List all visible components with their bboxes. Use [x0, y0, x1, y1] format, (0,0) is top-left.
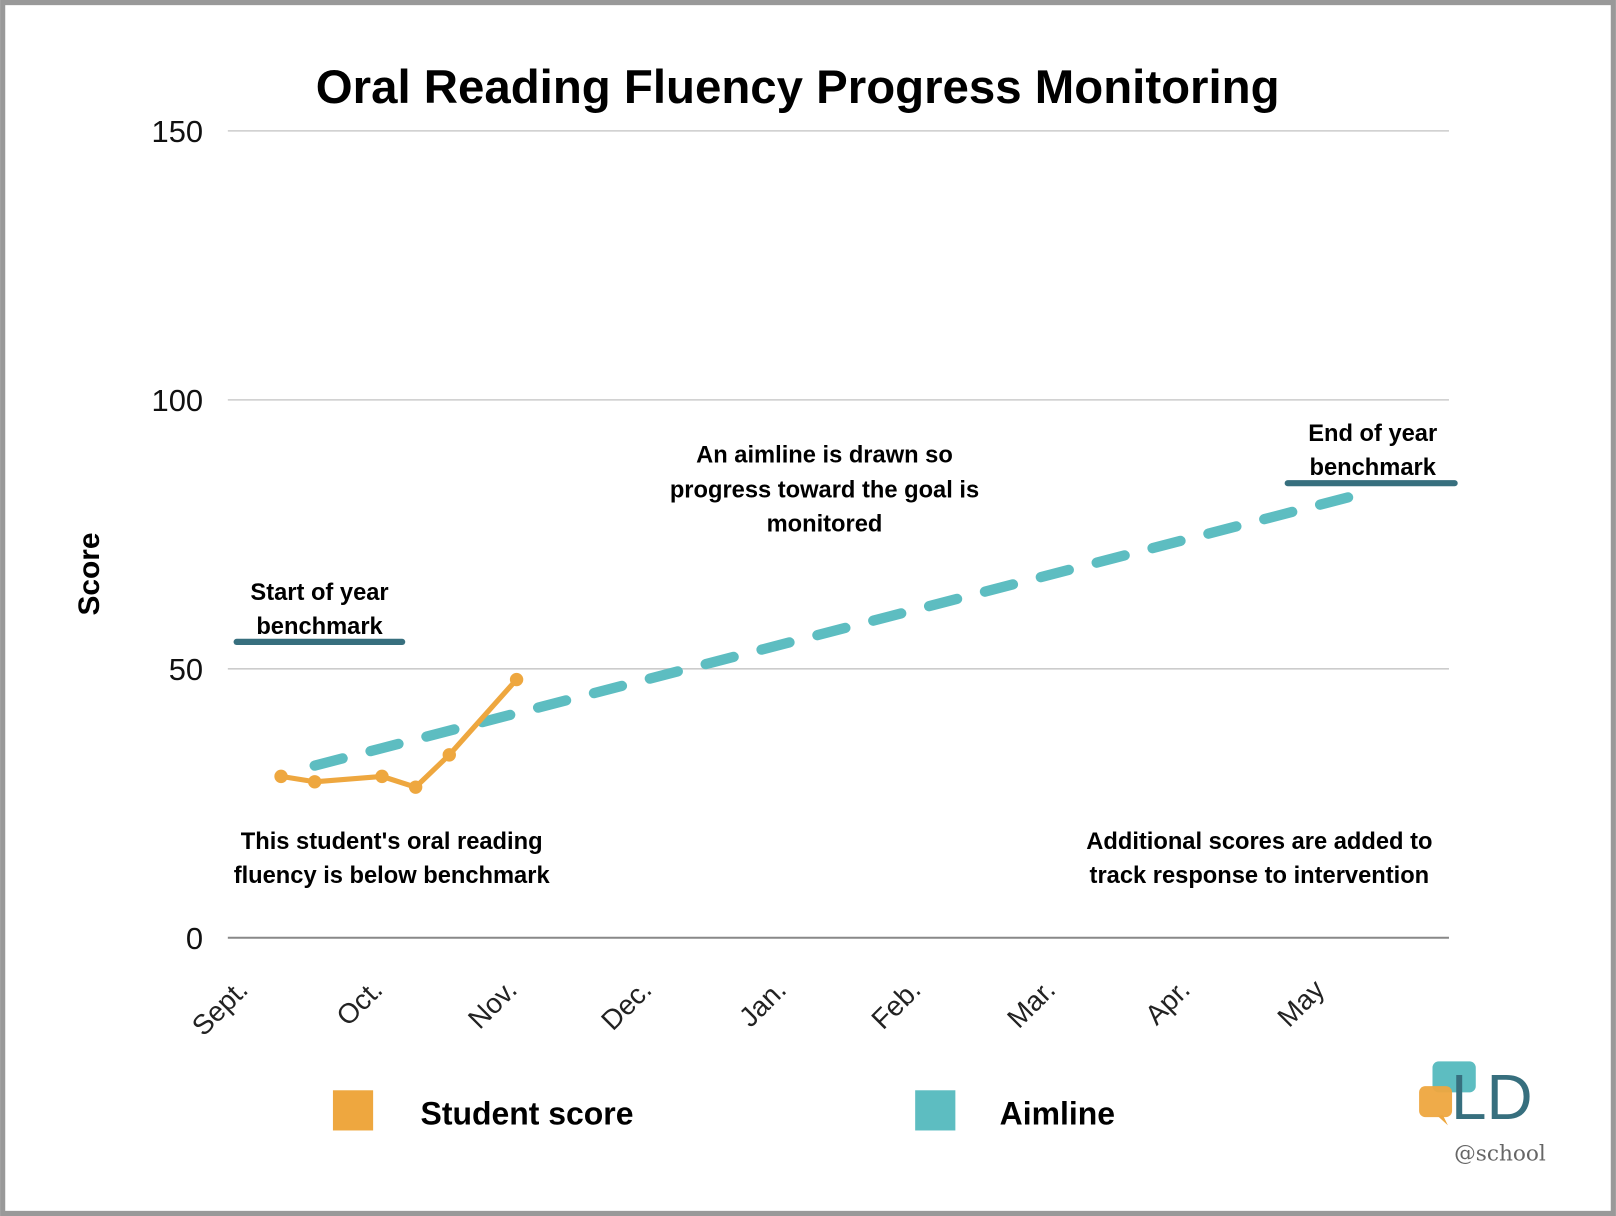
- start-benchmark-label-2: benchmark: [256, 614, 383, 640]
- logo-bubble-tail: [1437, 1115, 1448, 1126]
- additional-annotation-1: Additional scores are added to: [1086, 829, 1432, 855]
- logo-teal-bubble: [1432, 1061, 1476, 1093]
- legend-swatch-aimline: [915, 1090, 956, 1131]
- end-benchmark-label-1: End of year: [1308, 421, 1437, 447]
- y-tick-label: 150: [152, 114, 204, 149]
- aimline-annotation-1: An aimline is drawn so: [696, 443, 953, 469]
- y-tick-label: 100: [152, 383, 204, 418]
- legend-swatch-student-score: [332, 1090, 374, 1131]
- legend-label-student-score: Student score: [421, 1095, 634, 1131]
- y-tick-label: 0: [186, 921, 203, 956]
- student-score-point: [307, 775, 322, 789]
- start-benchmark-label-1: Start of year: [250, 580, 388, 606]
- student-score-point: [375, 769, 389, 784]
- benchmarks: [233, 480, 1458, 645]
- additional-annotation-2: track response to intervention: [1090, 863, 1430, 889]
- y-tick-label: 50: [169, 652, 203, 687]
- logo-sub: @school: [1454, 1141, 1546, 1166]
- legend-label-aimline: Aimline: [1000, 1095, 1115, 1131]
- y-axis-label: Score: [73, 532, 106, 615]
- grid: [227, 130, 1449, 939]
- aimline: [309, 491, 1357, 771]
- logo-mark: LD: [1451, 1061, 1533, 1133]
- student-score-point: [442, 748, 456, 762]
- chart-title: Oral Reading Fluency Progress Monitoring: [316, 61, 1280, 114]
- series: [274, 491, 1357, 794]
- student-score-point: [274, 769, 288, 784]
- logo-orange-bubble: [1419, 1086, 1453, 1118]
- y-axis: 0 50 100 150: [152, 114, 204, 956]
- student-score-point: [509, 672, 524, 687]
- ld-school-logo: LD @school: [1419, 1061, 1546, 1166]
- below-annotation-1: This student's oral reading: [241, 829, 543, 855]
- legend: Student score Aimline: [332, 1090, 1115, 1131]
- below-annotation-2: fluency is below benchmark: [234, 863, 551, 889]
- aimline-annotation-3: monitored: [767, 512, 883, 538]
- aimline-annotation-2: progress toward the goal is: [670, 478, 979, 504]
- student-score-point: [408, 780, 423, 794]
- end-benchmark-label-2: benchmark: [1310, 455, 1437, 481]
